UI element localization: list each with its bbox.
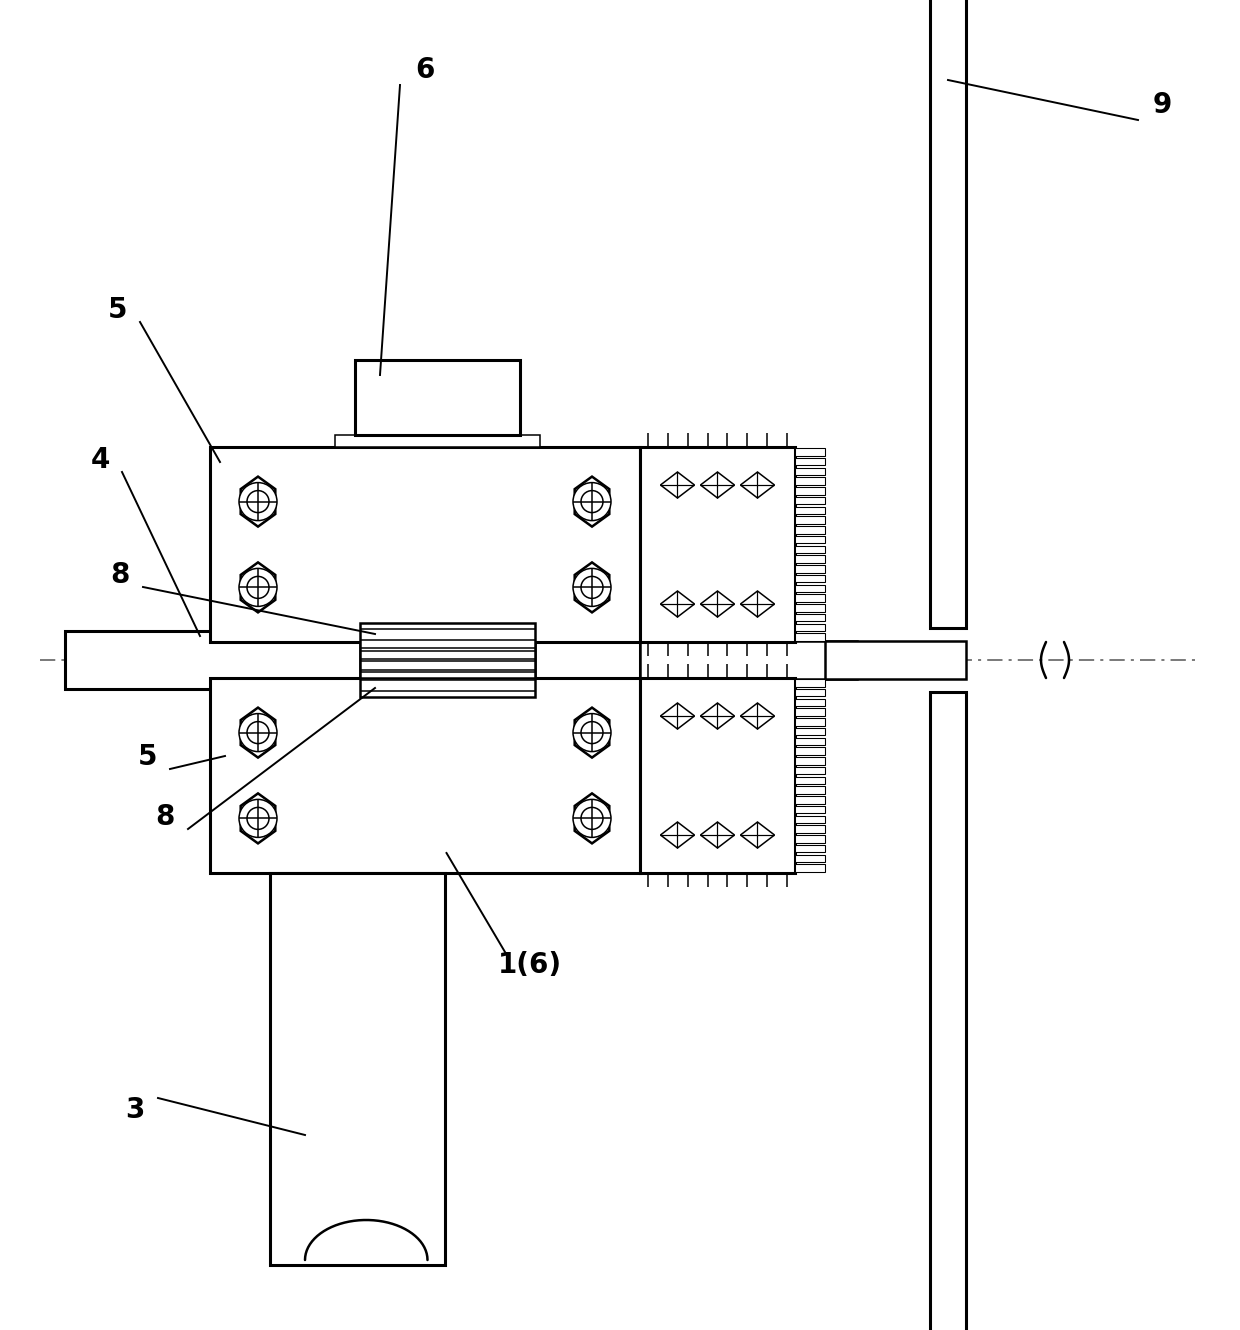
Bar <box>795 527 825 533</box>
Circle shape <box>247 576 269 598</box>
Polygon shape <box>661 472 694 497</box>
Bar <box>795 458 825 466</box>
Bar <box>210 447 640 642</box>
Polygon shape <box>701 822 734 849</box>
Text: 1(6): 1(6) <box>498 951 562 979</box>
Text: 3: 3 <box>125 1096 145 1124</box>
Bar <box>825 641 966 680</box>
Polygon shape <box>701 704 734 729</box>
Bar <box>640 447 795 642</box>
Polygon shape <box>574 476 609 527</box>
Circle shape <box>247 491 269 512</box>
Bar <box>795 468 825 475</box>
Polygon shape <box>740 822 775 849</box>
Bar <box>795 698 825 706</box>
Bar <box>795 614 825 621</box>
Circle shape <box>573 568 611 606</box>
Bar <box>795 595 825 601</box>
Bar <box>795 507 825 513</box>
Circle shape <box>573 799 611 838</box>
Circle shape <box>582 576 603 598</box>
Polygon shape <box>740 472 775 497</box>
Polygon shape <box>701 591 734 617</box>
Polygon shape <box>701 472 734 497</box>
Bar <box>795 777 825 783</box>
Text: 8: 8 <box>155 803 175 831</box>
Bar <box>795 680 825 686</box>
Bar <box>640 678 795 872</box>
Bar <box>795 738 825 745</box>
Bar <box>795 845 825 853</box>
Bar <box>64 630 640 689</box>
Circle shape <box>239 714 277 751</box>
Bar <box>795 728 825 735</box>
Polygon shape <box>241 794 275 843</box>
Bar <box>795 565 825 572</box>
Circle shape <box>582 491 603 512</box>
Bar <box>335 435 539 447</box>
Bar <box>795 545 825 553</box>
Bar <box>930 692 966 1330</box>
Bar <box>795 516 825 524</box>
Text: 5: 5 <box>138 743 157 771</box>
Circle shape <box>239 799 277 838</box>
Bar <box>795 448 825 456</box>
Circle shape <box>247 722 269 743</box>
Polygon shape <box>241 708 275 758</box>
Bar <box>795 585 825 592</box>
Bar <box>930 0 966 628</box>
Polygon shape <box>661 591 694 617</box>
Polygon shape <box>661 822 694 849</box>
Polygon shape <box>661 704 694 729</box>
Bar <box>795 689 825 697</box>
Polygon shape <box>740 591 775 617</box>
Bar <box>795 826 825 833</box>
Bar <box>795 864 825 871</box>
Text: 4: 4 <box>91 446 109 473</box>
Bar <box>360 622 534 678</box>
Bar <box>795 487 825 495</box>
Bar <box>795 806 825 813</box>
Bar <box>795 536 825 543</box>
Circle shape <box>239 568 277 606</box>
Bar <box>210 678 640 872</box>
Bar <box>795 767 825 774</box>
Polygon shape <box>241 476 275 527</box>
Bar <box>795 604 825 612</box>
Polygon shape <box>574 708 609 758</box>
Bar <box>795 556 825 563</box>
Bar <box>640 641 857 680</box>
Bar <box>795 855 825 862</box>
Polygon shape <box>241 563 275 612</box>
Circle shape <box>239 483 277 520</box>
Bar <box>795 497 825 504</box>
Text: 8: 8 <box>110 561 130 589</box>
Polygon shape <box>740 704 775 729</box>
Bar <box>795 709 825 716</box>
Bar <box>795 575 825 583</box>
Polygon shape <box>574 563 609 612</box>
Bar <box>355 360 520 435</box>
Bar <box>795 797 825 803</box>
Text: 6: 6 <box>415 56 435 84</box>
Bar <box>795 835 825 842</box>
Text: 5: 5 <box>108 297 128 325</box>
Bar <box>795 624 825 630</box>
Bar <box>795 815 825 823</box>
Bar <box>270 872 445 1265</box>
Polygon shape <box>574 794 609 843</box>
Bar <box>795 718 825 726</box>
Bar <box>795 757 825 765</box>
Text: 9: 9 <box>1152 90 1172 118</box>
Bar <box>795 786 825 794</box>
Circle shape <box>582 722 603 743</box>
Circle shape <box>573 714 611 751</box>
Bar <box>795 477 825 484</box>
Bar <box>360 642 534 697</box>
Circle shape <box>247 807 269 830</box>
Bar <box>795 747 825 755</box>
Bar <box>795 633 825 641</box>
Circle shape <box>582 807 603 830</box>
Circle shape <box>573 483 611 520</box>
